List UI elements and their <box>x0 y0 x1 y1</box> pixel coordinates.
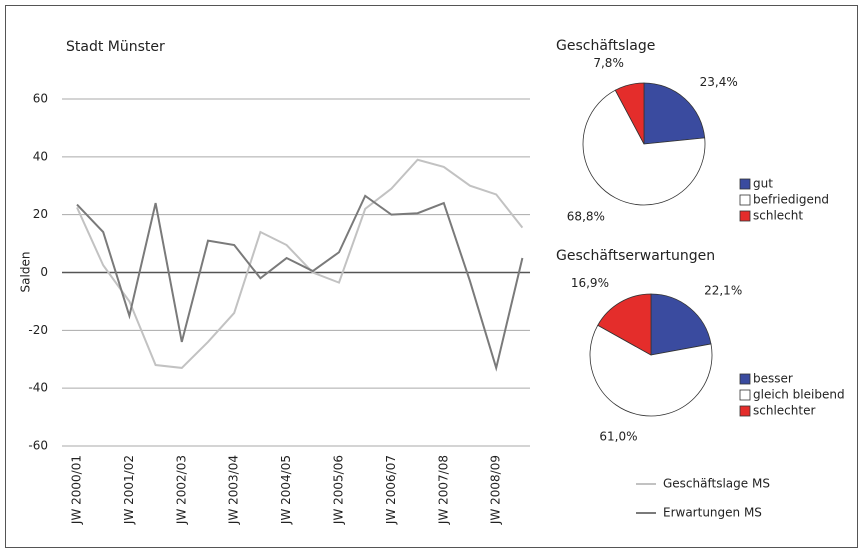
legend-label: Erwartungen MS <box>663 506 762 520</box>
x-tick-label: JW 2006/07 <box>384 455 398 525</box>
y-tick-label: 0 <box>40 265 48 279</box>
pie-slice <box>582 89 706 206</box>
y-axis-label: Salden <box>19 252 33 293</box>
legend-swatch <box>739 373 751 385</box>
pie-slice <box>589 324 713 417</box>
x-tick-label: JW 2007/08 <box>436 455 450 525</box>
pie-title: Geschäftserwartungen <box>556 248 715 264</box>
data-label: 68,8% <box>567 210 605 224</box>
x-tick-label: JW 2002/03 <box>174 455 188 525</box>
y-tick-label: -60 <box>28 439 48 453</box>
legend-label: schlecht <box>753 209 803 223</box>
legend-swatch <box>739 178 751 190</box>
y-tick-label: -20 <box>28 323 48 337</box>
legend-swatch <box>739 389 751 401</box>
data-label: 61,0% <box>599 429 637 443</box>
pie-slice <box>597 293 652 356</box>
x-tick-label: JW 2004/05 <box>279 455 293 525</box>
legend-label: Geschäftslage MS <box>663 477 770 491</box>
y-tick-label: 20 <box>33 207 48 221</box>
legend-label: besser <box>753 372 793 386</box>
legend-label: gut <box>753 177 773 191</box>
legend-label: befriedigend <box>753 193 829 207</box>
data-label: 16,9% <box>571 276 609 290</box>
x-tick-label: JW 2001/02 <box>122 455 136 525</box>
x-tick-label: JW 2000/01 <box>70 455 84 525</box>
data-label: 7,8% <box>593 56 624 70</box>
pie-slice <box>650 293 712 356</box>
data-label: 23,4% <box>700 75 738 89</box>
line-series <box>76 158 524 369</box>
x-tick-label: JW 2003/04 <box>227 455 241 525</box>
y-tick-label: 40 <box>33 149 48 163</box>
legend-swatch <box>739 210 751 222</box>
frame <box>5 5 858 548</box>
pie-slice <box>614 82 645 145</box>
legend-label: gleich bleibend <box>753 388 845 402</box>
y-tick-label: -40 <box>28 381 48 395</box>
data-label: 22,1% <box>704 284 742 298</box>
y-tick-label: 60 <box>33 92 48 106</box>
legend-label: schlechter <box>753 404 815 418</box>
legend-swatch <box>739 405 751 417</box>
x-tick-label: JW 2005/06 <box>332 455 346 525</box>
pie-slice <box>643 82 706 145</box>
x-tick-label: JW 2008/09 <box>489 455 503 525</box>
line-series <box>76 194 524 372</box>
legend-swatch <box>739 194 751 206</box>
chart-title: Stadt Münster <box>66 39 165 55</box>
pie-title: Geschäftslage <box>556 38 655 54</box>
